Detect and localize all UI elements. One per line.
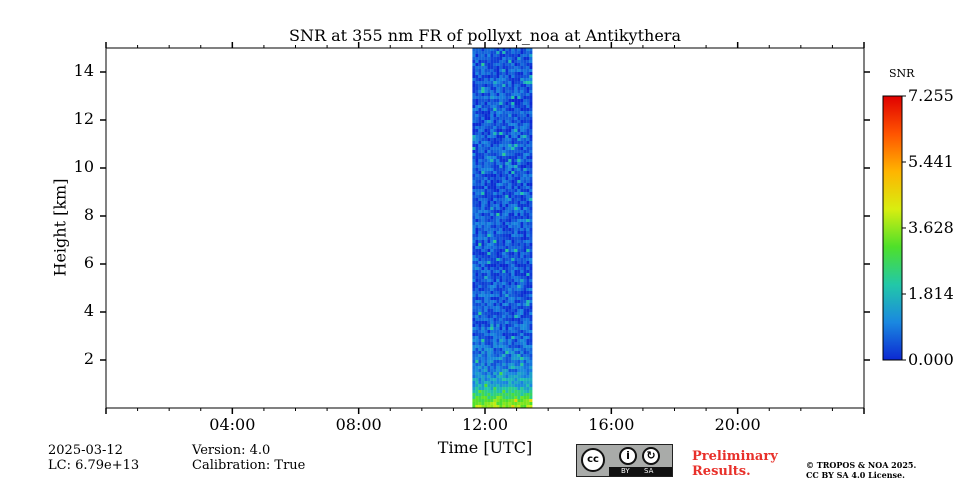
x-tick-label: 08:00 bbox=[335, 415, 382, 434]
x-axis-label: Time [UTC] bbox=[437, 438, 533, 457]
y-tick-label: 12 bbox=[73, 109, 94, 128]
colorbar-tick-label: 0.000 bbox=[908, 350, 954, 369]
chart-title: SNR at 355 nm FR of pollyxt_noa at Antik… bbox=[289, 26, 681, 45]
cc-logo-icon: cc bbox=[581, 448, 605, 472]
cc-sa-text: SA bbox=[644, 467, 654, 475]
colorbar-tick-label: 5.441 bbox=[908, 152, 954, 171]
footer-version: Version: 4.0 bbox=[192, 443, 271, 458]
y-tick-label: 2 bbox=[83, 349, 94, 368]
colorbar-title: SNR bbox=[889, 67, 915, 80]
cc-by-text: BY bbox=[621, 467, 630, 475]
footer-lc: LC: 6.79e+13 bbox=[48, 458, 140, 473]
x-tick-label: 04:00 bbox=[209, 415, 256, 434]
y-tick-label: 4 bbox=[83, 301, 94, 320]
footer-calibration: Calibration: True bbox=[192, 458, 306, 473]
preliminary-line1: Preliminary bbox=[692, 449, 778, 464]
colorbar bbox=[882, 95, 903, 361]
x-tick-label: 16:00 bbox=[588, 415, 635, 434]
y-tick-label: 14 bbox=[73, 61, 94, 80]
y-tick-label: 10 bbox=[73, 157, 94, 176]
colorbar-tick-label: 3.628 bbox=[908, 217, 954, 237]
footer-date: 2025-03-12 bbox=[48, 443, 123, 458]
preliminary-line2: Results. bbox=[692, 464, 751, 479]
x-tick-label: 20:00 bbox=[714, 415, 761, 434]
share-alike-icon: ↻ bbox=[642, 447, 660, 465]
heatmap-data-block bbox=[472, 48, 533, 408]
colorbar-tick-label: 7.255 bbox=[908, 86, 954, 105]
colorbar-tick-label: 1.814 bbox=[908, 283, 954, 303]
license-line2: CC BY SA 4.0 License. bbox=[806, 470, 905, 480]
y-tick-label: 6 bbox=[83, 253, 94, 272]
cc-license-badge: cc i ↻ BY SA bbox=[576, 444, 673, 477]
license-line1: © TROPOS & NOA 2025. bbox=[806, 460, 917, 470]
y-tick-label: 8 bbox=[83, 205, 94, 224]
attribution-person-icon: i bbox=[619, 447, 637, 465]
x-tick-label: 12:00 bbox=[461, 415, 509, 434]
